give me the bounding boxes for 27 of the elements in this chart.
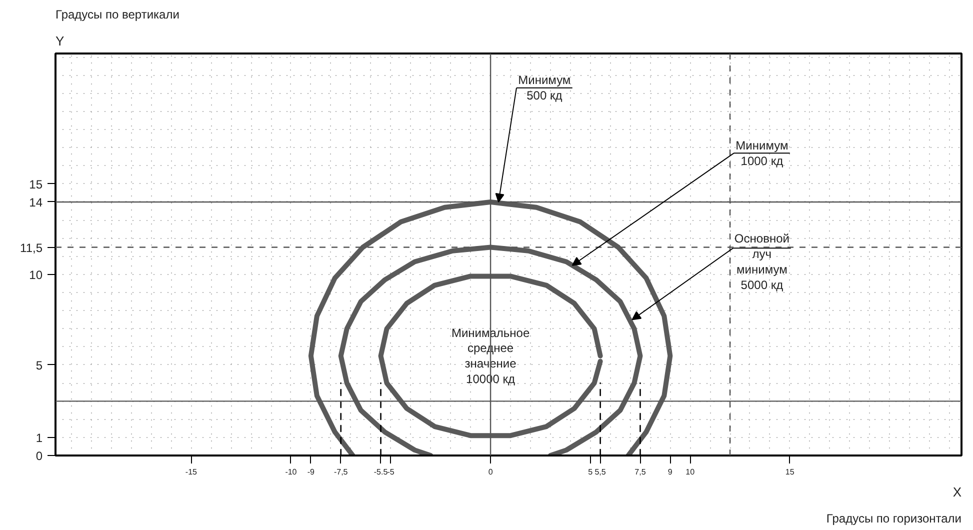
text: X xyxy=(952,484,962,500)
x-tick-label: -5 xyxy=(387,468,395,476)
y-tick-label: 5 xyxy=(36,358,43,372)
x-tick-label: 5,5 xyxy=(594,468,606,476)
x-tick-label: -9 xyxy=(307,468,316,476)
y-tick-label: 11,5 xyxy=(20,240,43,255)
y-tick-label: 1 xyxy=(36,430,43,445)
x-tick-label: 10 xyxy=(686,468,696,476)
annotation: Основной луч минимум 5000 кд xyxy=(734,232,790,292)
x-tick-label: -10 xyxy=(285,468,298,476)
x-tick-label: 7,5 xyxy=(634,468,646,476)
text: Y xyxy=(56,34,64,48)
x-tick-label: 5 xyxy=(588,468,594,476)
y-tick-label: 10 xyxy=(29,268,43,282)
y-tick-label: 15 xyxy=(29,177,43,192)
x-tick-label: 15 xyxy=(785,468,795,476)
annotation: Минимум 1000 кд xyxy=(736,138,788,168)
annotation: Минимум 500 кд xyxy=(518,73,571,103)
x-tick-label: -15 xyxy=(185,468,198,476)
x-tick-label: 0 xyxy=(488,468,494,476)
x-tick-label: -5.5 xyxy=(374,468,388,476)
y-tick-label: 14 xyxy=(29,195,43,210)
x-tick-label: 9 xyxy=(668,468,673,476)
y-axis-title: Градусы по вертикали xyxy=(56,8,180,22)
x-tick-label: -7,5 xyxy=(334,468,348,476)
y-tick-label: 0 xyxy=(36,449,43,463)
x-axis-title: Градусы по горизонтали xyxy=(826,512,962,526)
